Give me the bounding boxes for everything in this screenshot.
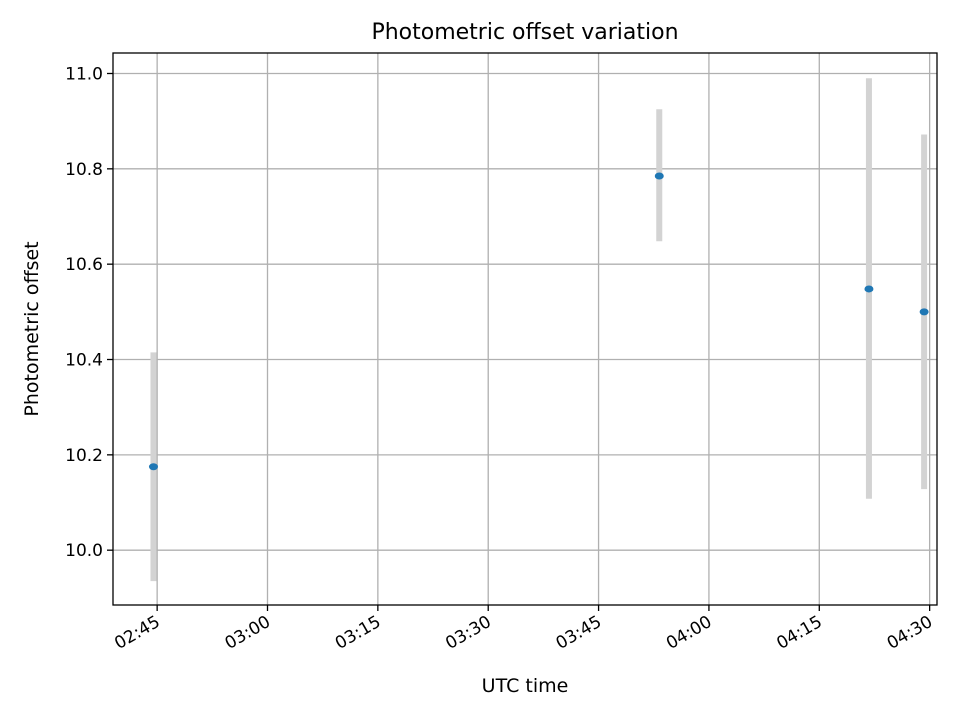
x-tick-label: 03:00 bbox=[222, 612, 274, 654]
y-tick-label: 10.8 bbox=[65, 160, 103, 180]
grid bbox=[113, 53, 937, 605]
data-point bbox=[654, 172, 664, 180]
x-tick-label: 04:15 bbox=[773, 612, 825, 654]
x-axis-label: UTC time bbox=[482, 675, 569, 697]
y-tick-label: 11.0 bbox=[65, 64, 103, 84]
plot-frame bbox=[112, 52, 938, 606]
x-tick-label: 03:45 bbox=[553, 612, 605, 654]
data-point bbox=[148, 463, 158, 471]
error-bars bbox=[150, 78, 928, 582]
y-tick-label: 10.4 bbox=[65, 351, 103, 371]
y-tick-label: 10.2 bbox=[65, 446, 103, 466]
x-tick-label: 02:45 bbox=[111, 612, 163, 654]
x-tick-label: 03:15 bbox=[332, 612, 384, 654]
data-point bbox=[864, 285, 874, 293]
x-tick-label: 04:30 bbox=[884, 612, 936, 654]
data-points bbox=[148, 172, 929, 471]
y-tick-label: 10.6 bbox=[65, 255, 103, 275]
y-tick-label: 10.0 bbox=[65, 541, 103, 561]
y-axis-label: Photometric offset bbox=[21, 241, 43, 416]
x-tick-label: 04:00 bbox=[663, 612, 715, 654]
x-tick-label: 03:30 bbox=[442, 612, 494, 654]
data-point bbox=[919, 308, 929, 316]
chart-title: Photometric offset variation bbox=[371, 20, 678, 45]
